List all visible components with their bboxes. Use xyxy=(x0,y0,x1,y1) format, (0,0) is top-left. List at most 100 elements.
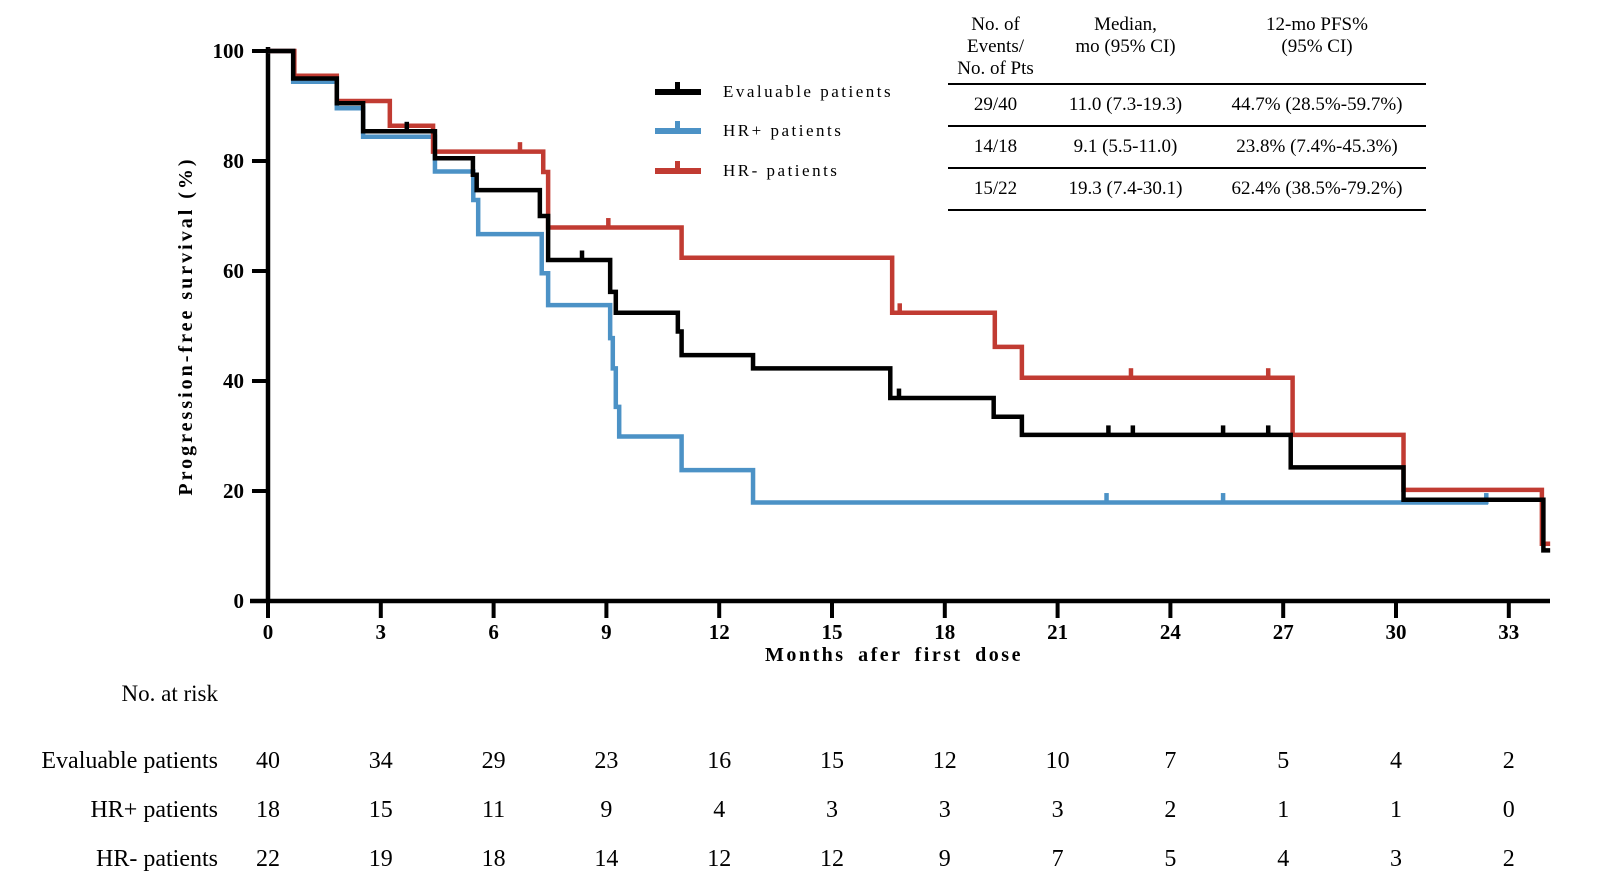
risk-count: 3 xyxy=(938,797,951,823)
risk-count: 4 xyxy=(1390,748,1402,774)
y-tick-label: 0 xyxy=(234,589,245,613)
legend-item-hr-pos: HR+ patients xyxy=(655,119,843,143)
y-axis-title: Progression-free survival (%) xyxy=(175,156,197,496)
evaluable-patients-censor-tick-icon xyxy=(1220,425,1226,437)
hr-patients-censor-tick-icon xyxy=(1128,368,1134,380)
stats-value-cell: 29/40 xyxy=(973,93,1018,115)
hr-patients-censor-tick-icon xyxy=(897,303,902,315)
risk-count: 0 xyxy=(1502,797,1515,823)
risk-count: 1 xyxy=(1390,797,1402,823)
risk-count: 15 xyxy=(368,797,393,823)
risk-count: 16 xyxy=(707,748,732,774)
risk-count: 12 xyxy=(932,748,957,774)
stats-value-cell: 44.7% (28.5%-59.7%) xyxy=(1231,93,1403,115)
risk-count: 15 xyxy=(820,748,844,774)
risk-count: 2 xyxy=(1502,748,1515,774)
x-tick-label: 21 xyxy=(1047,620,1068,644)
risk-table-title: No. at risk xyxy=(121,681,218,706)
evaluable-patients-censor-tick-icon xyxy=(896,388,902,400)
risk-count: 22 xyxy=(256,846,280,872)
risk-count: 3 xyxy=(826,797,838,823)
risk-count: 2 xyxy=(1502,846,1515,872)
censor-tick-icon xyxy=(675,161,680,170)
risk-count: 40 xyxy=(256,748,280,774)
risk-row-label: HR- patients xyxy=(96,846,218,872)
hr-patients-censor-tick-icon xyxy=(517,142,523,154)
stats-header-row: No. of Events/ No. of Pts Median, mo (95%… xyxy=(948,14,1426,85)
stats-value-cell: 9.1 (5.5-11.0) xyxy=(1073,135,1178,157)
stats-value-cell: 15/22 xyxy=(973,177,1018,199)
legend-label: Evaluable patients xyxy=(723,82,894,101)
hr-patients-censor-tick-icon xyxy=(1265,368,1271,380)
risk-count: 11 xyxy=(482,797,506,823)
risk-count: 12 xyxy=(820,846,844,872)
risk-count: 4 xyxy=(713,797,726,823)
stats-data-row: 29/40 11.0 (7.3-19.3) 44.7% (28.5%-59.7%) xyxy=(948,85,1426,127)
risk-row-label: Evaluable patients xyxy=(41,748,218,774)
evaluable-patients-censor-tick-icon xyxy=(1106,425,1111,437)
risk-count: 10 xyxy=(1045,748,1070,774)
stats-value-cell: 62.4% (38.5%-79.2%) xyxy=(1231,177,1403,199)
risk-count: 12 xyxy=(707,846,732,872)
risk-count: 5 xyxy=(1277,748,1290,774)
risk-count: 3 xyxy=(1051,797,1064,823)
x-tick-label: 33 xyxy=(1498,620,1519,644)
x-tick-label: 18 xyxy=(934,620,955,644)
stats-header-cell: Median, mo (95% CI) xyxy=(1075,14,1176,57)
legend-label: HR+ patients xyxy=(723,121,844,140)
x-tick-label: 24 xyxy=(1160,620,1182,644)
stats-header-cell: 12-mo PFS% (95% CI) xyxy=(1266,14,1368,57)
x-tick-label: 6 xyxy=(488,620,499,644)
risk-count: 7 xyxy=(1051,846,1064,872)
hr-patients-censor-tick-icon xyxy=(1104,493,1109,505)
legend-item-hr-neg: HR- patients xyxy=(655,159,839,183)
risk-count: 2 xyxy=(1164,797,1177,823)
y-tick-label: 60 xyxy=(223,259,244,283)
evaluable-patients-censor-tick-icon xyxy=(579,250,585,262)
evaluable-patients-curve xyxy=(268,48,1551,553)
legend-label: HR- patients xyxy=(723,161,840,180)
stats-table: No. of Events/ No. of Pts Median, mo (95%… xyxy=(948,14,1426,211)
y-tick-label: 40 xyxy=(223,369,244,393)
evaluable-patients-censor-tick-icon xyxy=(1130,425,1136,437)
risk-count: 18 xyxy=(481,846,506,872)
legend-item-evaluable: Evaluable patients xyxy=(655,80,893,104)
stats-header-cell: No. of Events/ No. of Pts xyxy=(957,14,1034,79)
y-tick-label: 20 xyxy=(223,479,244,503)
risk-count: 9 xyxy=(600,797,613,823)
x-tick-label: 15 xyxy=(822,620,843,644)
stats-data-row: 15/22 19.3 (7.4-30.1) 62.4% (38.5%-79.2%) xyxy=(948,169,1426,211)
x-tick-label: 12 xyxy=(709,620,730,644)
hr-patients-curve xyxy=(268,48,1489,505)
risk-count: 34 xyxy=(368,748,393,774)
censor-tick-icon xyxy=(675,82,680,91)
x-tick-label: 27 xyxy=(1273,620,1294,644)
x-axis-title: Months afer first dose xyxy=(765,644,1023,666)
risk-count: 23 xyxy=(594,748,619,774)
evaluable-line-swatch-icon xyxy=(655,82,701,95)
hr-neg-line-swatch-icon xyxy=(655,161,701,174)
hr-patients-censor-tick-icon xyxy=(1220,493,1226,505)
stats-value-cell: 23.8% (7.4%-45.3%) xyxy=(1236,135,1398,157)
risk-count: 9 xyxy=(938,846,951,872)
risk-count: 4 xyxy=(1277,846,1290,872)
hr-patients-censor-tick-icon xyxy=(606,218,611,230)
stats-value-cell: 11.0 (7.3-19.3) xyxy=(1068,93,1183,115)
x-tick-label: 9 xyxy=(601,620,612,644)
risk-count: 19 xyxy=(368,846,393,872)
stats-value-cell: 19.3 (7.4-30.1) xyxy=(1068,177,1183,199)
stats-value-cell: 14/18 xyxy=(973,135,1018,157)
evaluable-patients-censor-tick-icon xyxy=(404,121,410,133)
risk-count: 29 xyxy=(481,748,506,774)
y-tick-label: 100 xyxy=(213,39,245,63)
evaluable-patients-censor-tick-icon xyxy=(1265,425,1271,437)
risk-count: 5 xyxy=(1164,846,1177,872)
risk-count: 18 xyxy=(256,797,280,823)
stats-data-row: 14/18 9.1 (5.5-11.0) 23.8% (7.4%-45.3%) xyxy=(948,127,1426,169)
x-tick-label: 3 xyxy=(376,620,387,644)
risk-count: 3 xyxy=(1390,846,1402,872)
x-tick-label: 30 xyxy=(1386,620,1407,644)
y-tick-label: 80 xyxy=(223,149,244,173)
